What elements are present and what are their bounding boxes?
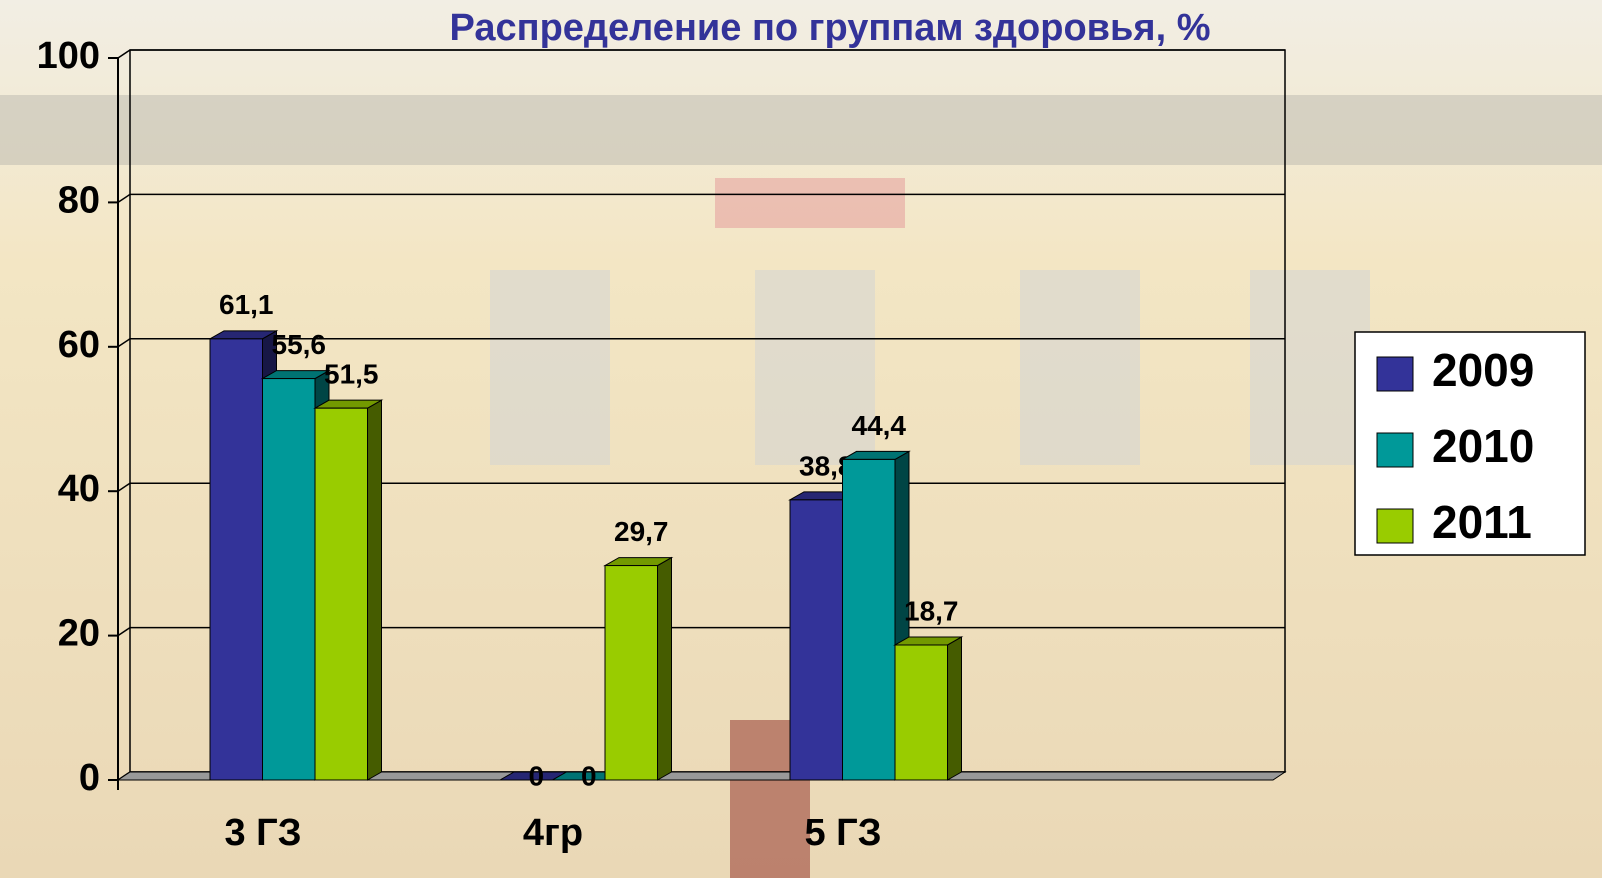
value-label: 18,7: [904, 595, 959, 626]
window: [1020, 270, 1140, 465]
y-tick-label: 0: [79, 757, 100, 799]
y-tick-label: 100: [37, 35, 100, 77]
y-tick-label: 80: [58, 179, 100, 221]
bar: [843, 459, 896, 780]
legend-swatch: [1377, 509, 1413, 543]
bar-side: [948, 637, 962, 780]
x-tick-label: 3 ГЗ: [224, 812, 301, 854]
value-label: 29,7: [614, 516, 669, 547]
bar-side: [658, 558, 672, 780]
legend-label: 2010: [1432, 420, 1534, 472]
value-label: 0: [581, 760, 597, 791]
legend-label: 2011: [1432, 496, 1532, 548]
legend-swatch: [1377, 357, 1413, 391]
bar: [263, 379, 316, 780]
x-tick-label: 5 ГЗ: [804, 812, 881, 854]
value-label: 55,6: [272, 329, 327, 360]
y-tick-label: 20: [58, 613, 100, 655]
window: [1250, 270, 1370, 465]
y-tick-label: 40: [58, 468, 100, 510]
window: [490, 270, 610, 465]
chart: Распределение по группам здоровья, % 0 20…: [0, 0, 1602, 878]
flag: [715, 178, 905, 228]
legend-label: 2009: [1432, 344, 1534, 396]
value-label: 61,1: [219, 289, 274, 320]
bar-side: [368, 400, 382, 780]
bar: [895, 645, 948, 780]
y-tick-label: 60: [58, 324, 100, 366]
roof-edge: [0, 95, 1602, 165]
bar: [315, 408, 368, 780]
value-label: 0: [528, 760, 544, 791]
bar: [790, 500, 843, 780]
value-label: 44,4: [852, 410, 907, 441]
bar: [605, 566, 658, 780]
chart-title: Распределение по группам здоровья, %: [450, 7, 1211, 49]
legend-swatch: [1377, 433, 1413, 467]
x-tick-label: 4гр: [523, 812, 583, 854]
bar: [210, 339, 263, 780]
value-label: 51,5: [324, 359, 379, 390]
